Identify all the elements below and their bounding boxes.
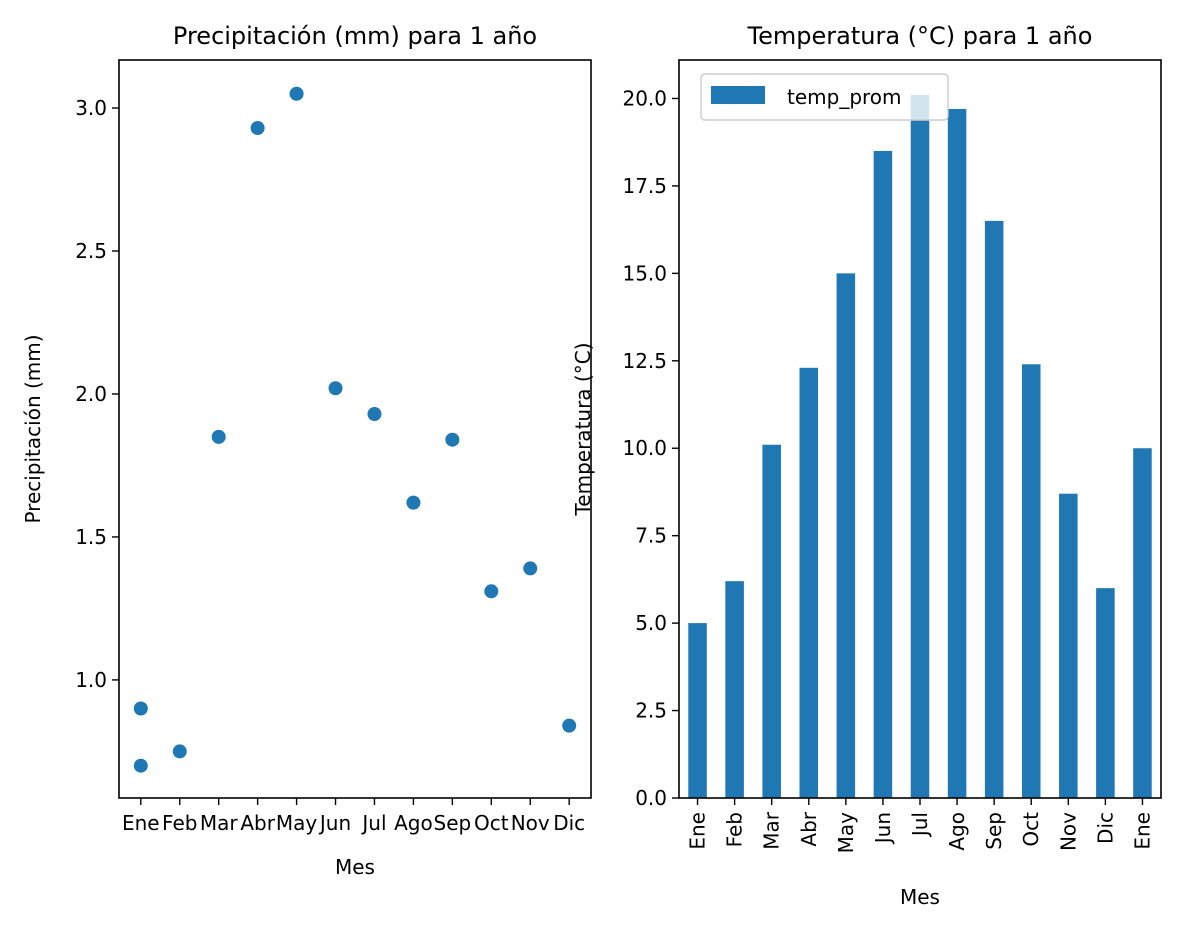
data-point bbox=[406, 495, 421, 510]
y-tick-label: 2.0 bbox=[75, 382, 107, 406]
data-point bbox=[133, 758, 148, 773]
y-tick-label: 3.0 bbox=[75, 96, 107, 120]
bar bbox=[910, 94, 930, 798]
y-tick-label: 17.5 bbox=[622, 174, 667, 198]
x-tick-label: May bbox=[834, 812, 858, 854]
x-tick-label: Nov bbox=[1056, 812, 1080, 851]
chart-title: Precipitación (mm) para 1 año bbox=[173, 22, 537, 50]
y-tick-label: 1.5 bbox=[75, 525, 107, 549]
y-tick-label: 7.5 bbox=[635, 524, 667, 548]
y-tick-label: 12.5 bbox=[622, 349, 667, 373]
bar bbox=[1133, 448, 1152, 798]
y-tick-label: 10.0 bbox=[622, 436, 667, 460]
y-tick-label: 0.0 bbox=[635, 786, 667, 810]
bar bbox=[1096, 588, 1115, 798]
y-tick-label: 2.5 bbox=[75, 239, 107, 263]
x-tick-label: Jun bbox=[871, 812, 895, 845]
chart-title: Temperatura (°C) para 1 año bbox=[747, 22, 1093, 50]
y-axis-label: Precipitación (mm) bbox=[21, 334, 45, 523]
data-point bbox=[523, 561, 538, 576]
data-point bbox=[562, 718, 577, 733]
x-tick-label: Oct bbox=[474, 811, 509, 835]
x-tick-label: Ene bbox=[122, 811, 160, 835]
y-tick-label: 15.0 bbox=[622, 261, 667, 285]
x-tick-label: Abr bbox=[240, 811, 275, 835]
bar bbox=[762, 444, 781, 798]
x-tick-label: Ene bbox=[1130, 812, 1154, 850]
x-tick-label: Dic bbox=[553, 811, 585, 835]
x-axis-label: Mes bbox=[335, 855, 375, 879]
x-tick-label: Sep bbox=[434, 811, 472, 835]
x-tick-label: Sep bbox=[982, 812, 1006, 850]
axes-frame bbox=[118, 59, 592, 799]
x-tick-label: Jul bbox=[360, 811, 386, 835]
x-tick-label: Nov bbox=[511, 811, 550, 835]
x-tick-label: Feb bbox=[723, 812, 747, 847]
y-tick-label: 5.0 bbox=[635, 611, 667, 635]
x-tick-label: Ago bbox=[394, 811, 433, 835]
x-tick-label: Ene bbox=[686, 812, 710, 850]
y-axis-label: Temperatura (°C) bbox=[571, 342, 595, 516]
legend: temp_prom bbox=[700, 73, 949, 121]
bar bbox=[984, 220, 1004, 798]
data-point bbox=[172, 744, 187, 759]
data-point bbox=[133, 701, 148, 716]
legend-label: temp_prom bbox=[787, 85, 902, 109]
x-tick-label: Feb bbox=[162, 811, 197, 835]
bar bbox=[947, 108, 967, 799]
y-tick-label: 2.5 bbox=[635, 699, 667, 723]
x-tick-label: May bbox=[276, 811, 318, 835]
x-tick-label: Jul bbox=[908, 812, 932, 838]
legend-swatch bbox=[711, 86, 765, 104]
legend-box bbox=[700, 73, 949, 121]
x-tick-label: Mar bbox=[760, 811, 784, 850]
data-point bbox=[250, 121, 265, 136]
data-point bbox=[367, 406, 382, 421]
bar bbox=[725, 581, 744, 798]
data-point bbox=[445, 432, 460, 447]
bar bbox=[1021, 364, 1041, 798]
x-tick-label: Oct bbox=[1019, 812, 1043, 847]
y-tick-label: 20.0 bbox=[622, 86, 667, 110]
data-point bbox=[328, 381, 343, 396]
bar bbox=[688, 623, 707, 798]
x-tick-label: Abr bbox=[797, 811, 821, 846]
x-tick-label: Mar bbox=[200, 811, 239, 835]
x-axis-label: Mes bbox=[900, 885, 940, 909]
data-point bbox=[211, 429, 226, 444]
x-tick-label: Dic bbox=[1093, 812, 1117, 844]
data-point bbox=[484, 584, 499, 599]
x-tick-label: Jun bbox=[318, 811, 351, 835]
x-tick-label: Ago bbox=[945, 812, 969, 851]
bar bbox=[799, 367, 819, 798]
data-point bbox=[289, 86, 304, 101]
bar bbox=[1059, 493, 1078, 798]
y-tick-label: 1.0 bbox=[75, 668, 107, 692]
bar bbox=[836, 273, 856, 798]
bar bbox=[873, 150, 893, 799]
